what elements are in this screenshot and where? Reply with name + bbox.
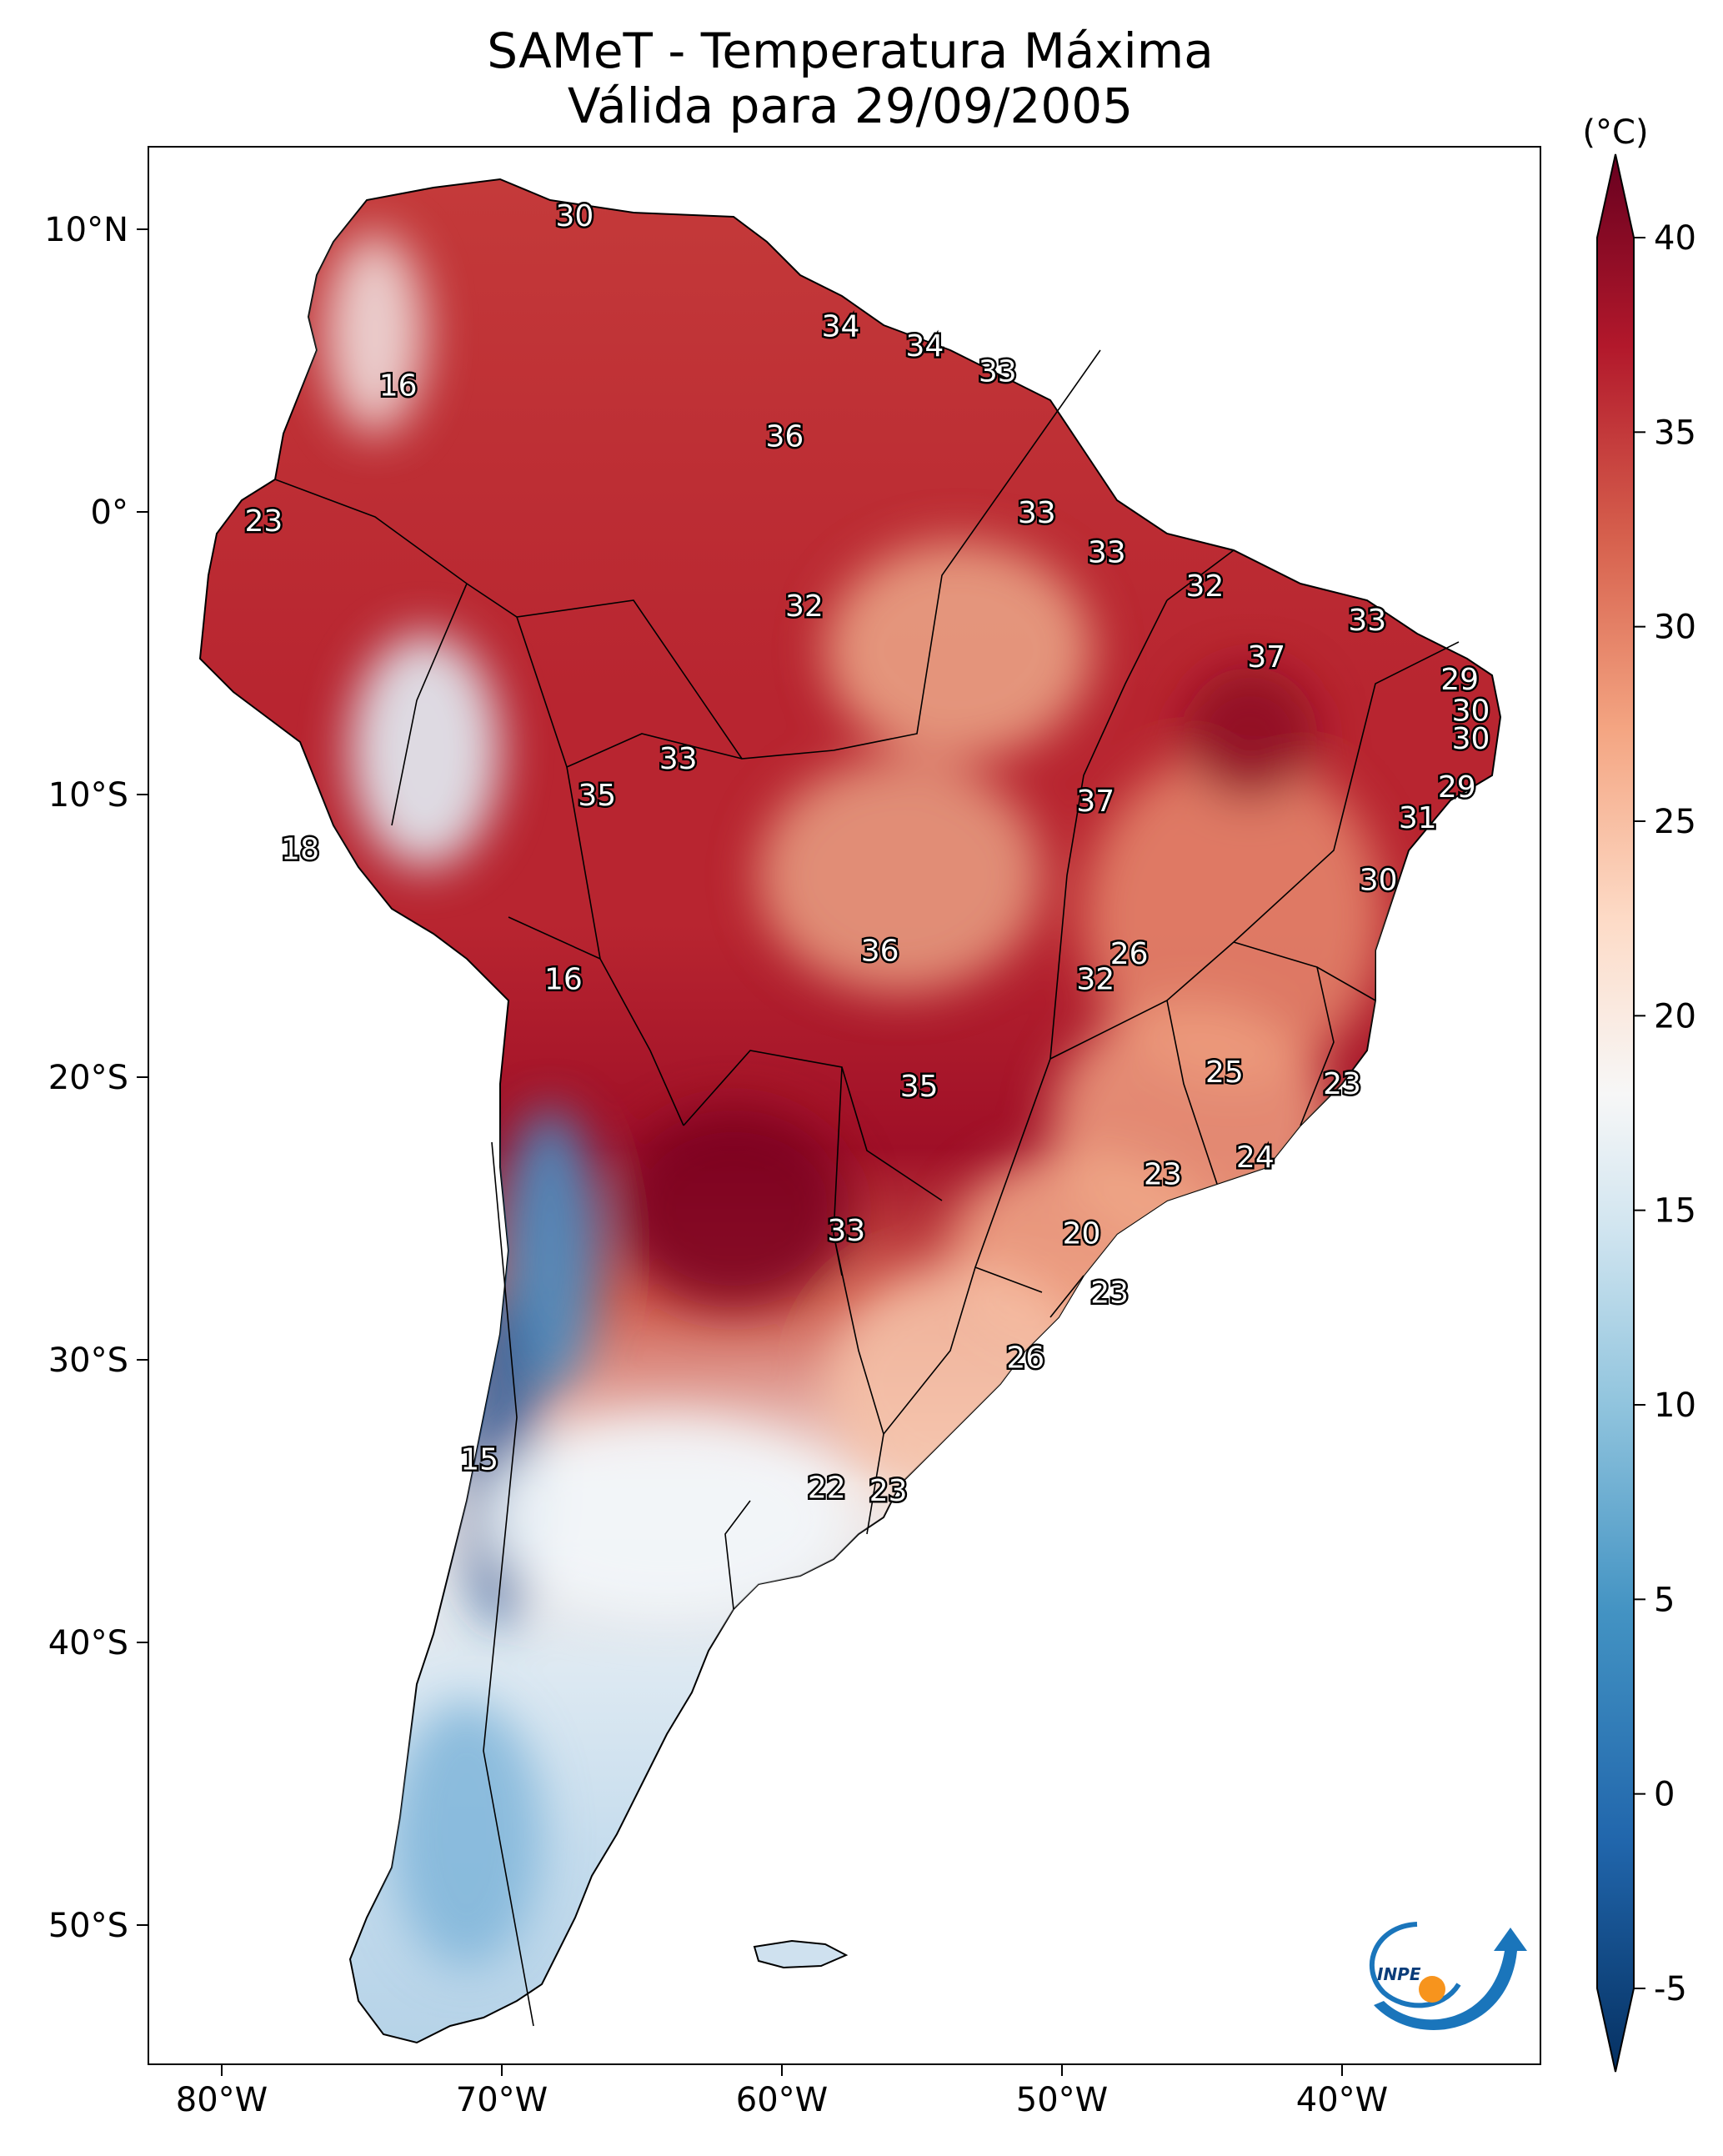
temperature-label: 37	[1247, 640, 1285, 674]
temperature-label: 25	[1205, 1055, 1244, 1090]
temperature-label: 33	[1088, 535, 1126, 569]
y-tick-label: 40°S	[48, 1624, 128, 1662]
temperature-label: 23	[1323, 1067, 1361, 1101]
temperature-label: 34	[905, 329, 944, 364]
temperature-label: 23	[1144, 1157, 1182, 1191]
y-tick-label: 50°S	[48, 1907, 128, 1945]
temperature-label: 30	[1452, 694, 1490, 728]
temperature-label: 30	[1360, 864, 1398, 898]
temperature-label: 32	[1185, 569, 1224, 604]
temperature-label: 35	[900, 1070, 939, 1104]
temperature-label: 20	[1063, 1216, 1101, 1251]
logo-sun-icon	[1419, 1976, 1445, 2003]
colorbar: (°C) 40 35 30 25 20 15 10 5 0 -5	[1582, 113, 1696, 2073]
colorbar-tick-label: 25	[1654, 803, 1696, 841]
temperature-label: 15	[460, 1443, 498, 1477]
temperature-label: 33	[1348, 604, 1386, 638]
temperature-label: 37	[1076, 785, 1114, 819]
temperature-label: 36	[861, 934, 899, 968]
colorbar-tick-label: 35	[1654, 414, 1696, 452]
y-tick-label: 10°S	[48, 776, 128, 815]
temperature-label: 18	[281, 832, 319, 866]
map-title: SAMeT - Temperatura Máxima Válida para 2…	[0, 23, 1700, 133]
inpe-logo: INPE	[1369, 1922, 1527, 2031]
temperature-label: 26	[1110, 937, 1149, 971]
x-tick-label: 60°W	[736, 2081, 828, 2119]
x-tick-label: 50°W	[1016, 2081, 1108, 2119]
country-borders	[274, 349, 1460, 2027]
temperature-label: 36	[765, 419, 804, 454]
y-axis: 10°N 0° 10°S 20°S 30°S 40°S 50°S	[44, 211, 148, 1945]
temperature-label: 23	[244, 504, 283, 539]
temperature-label: 32	[1076, 962, 1114, 996]
colorbar-tick-label: 10	[1654, 1386, 1696, 1425]
temperature-label: 33	[979, 355, 1017, 389]
temperature-label: 31	[1399, 801, 1437, 835]
temperature-label: 33	[827, 1214, 865, 1248]
colorbar-tick-label: 15	[1654, 1192, 1696, 1231]
temperature-label: 16	[544, 962, 583, 996]
colorbar-tick-label: 20	[1654, 997, 1696, 1035]
temperature-label: 33	[659, 742, 698, 776]
temperature-label: 35	[578, 779, 616, 813]
temperature-field	[198, 178, 1502, 2044]
temperature-label: 34	[822, 309, 860, 343]
colorbar-tick-label: 30	[1654, 609, 1696, 647]
colorbar-tick-label: 5	[1654, 1581, 1675, 1619]
logo-arrow-icon	[1374, 1928, 1527, 2031]
temperature-label: 33	[1018, 496, 1056, 530]
temperature-label: 16	[379, 369, 418, 403]
temperature-label: 24	[1236, 1141, 1275, 1175]
logo-text: INPE	[1377, 1964, 1421, 1984]
colorbar-unit: (°C)	[1582, 113, 1648, 152]
colorbar-ticks: 40 35 30 25 20 15 10 5 0 -5	[1634, 219, 1696, 2008]
temperature-label: 30	[555, 199, 594, 233]
temperature-label: 29	[1440, 663, 1479, 697]
y-tick-label: 10°N	[44, 211, 128, 249]
y-tick-label: 30°S	[48, 1341, 128, 1380]
temperature-label: 23	[1090, 1276, 1129, 1311]
map-frame	[148, 146, 1541, 2065]
x-tick-label: 80°W	[176, 2081, 268, 2119]
temperature-label: 30	[1452, 722, 1490, 756]
map-title-line-1: SAMeT - Temperatura Máxima	[487, 23, 1214, 79]
colorbar-tick-label: 0	[1654, 1776, 1675, 1814]
x-tick-label: 70°W	[456, 2081, 548, 2119]
x-axis: 80°W 70°W 60°W 50°W 40°W	[176, 2064, 1388, 2119]
y-tick-label: 0°	[91, 494, 128, 532]
falkland-islands	[753, 1939, 849, 1969]
temperature-label: 23	[869, 1474, 908, 1508]
x-tick-label: 40°W	[1296, 2081, 1388, 2119]
colorbar-bar	[1596, 153, 1635, 2073]
colorbar-tick-label: -5	[1654, 1970, 1687, 2008]
colorbar-tick-label: 40	[1654, 219, 1696, 258]
map-title-line-2: Válida para 29/09/2005	[567, 78, 1134, 134]
y-tick-label: 20°S	[48, 1059, 128, 1097]
temperature-label: 26	[1006, 1341, 1044, 1376]
temperature-label: 32	[785, 589, 824, 624]
logo-swirl-icon	[1369, 1922, 1461, 2008]
temperature-label: 29	[1438, 770, 1476, 805]
temperature-label: 22	[808, 1472, 846, 1506]
